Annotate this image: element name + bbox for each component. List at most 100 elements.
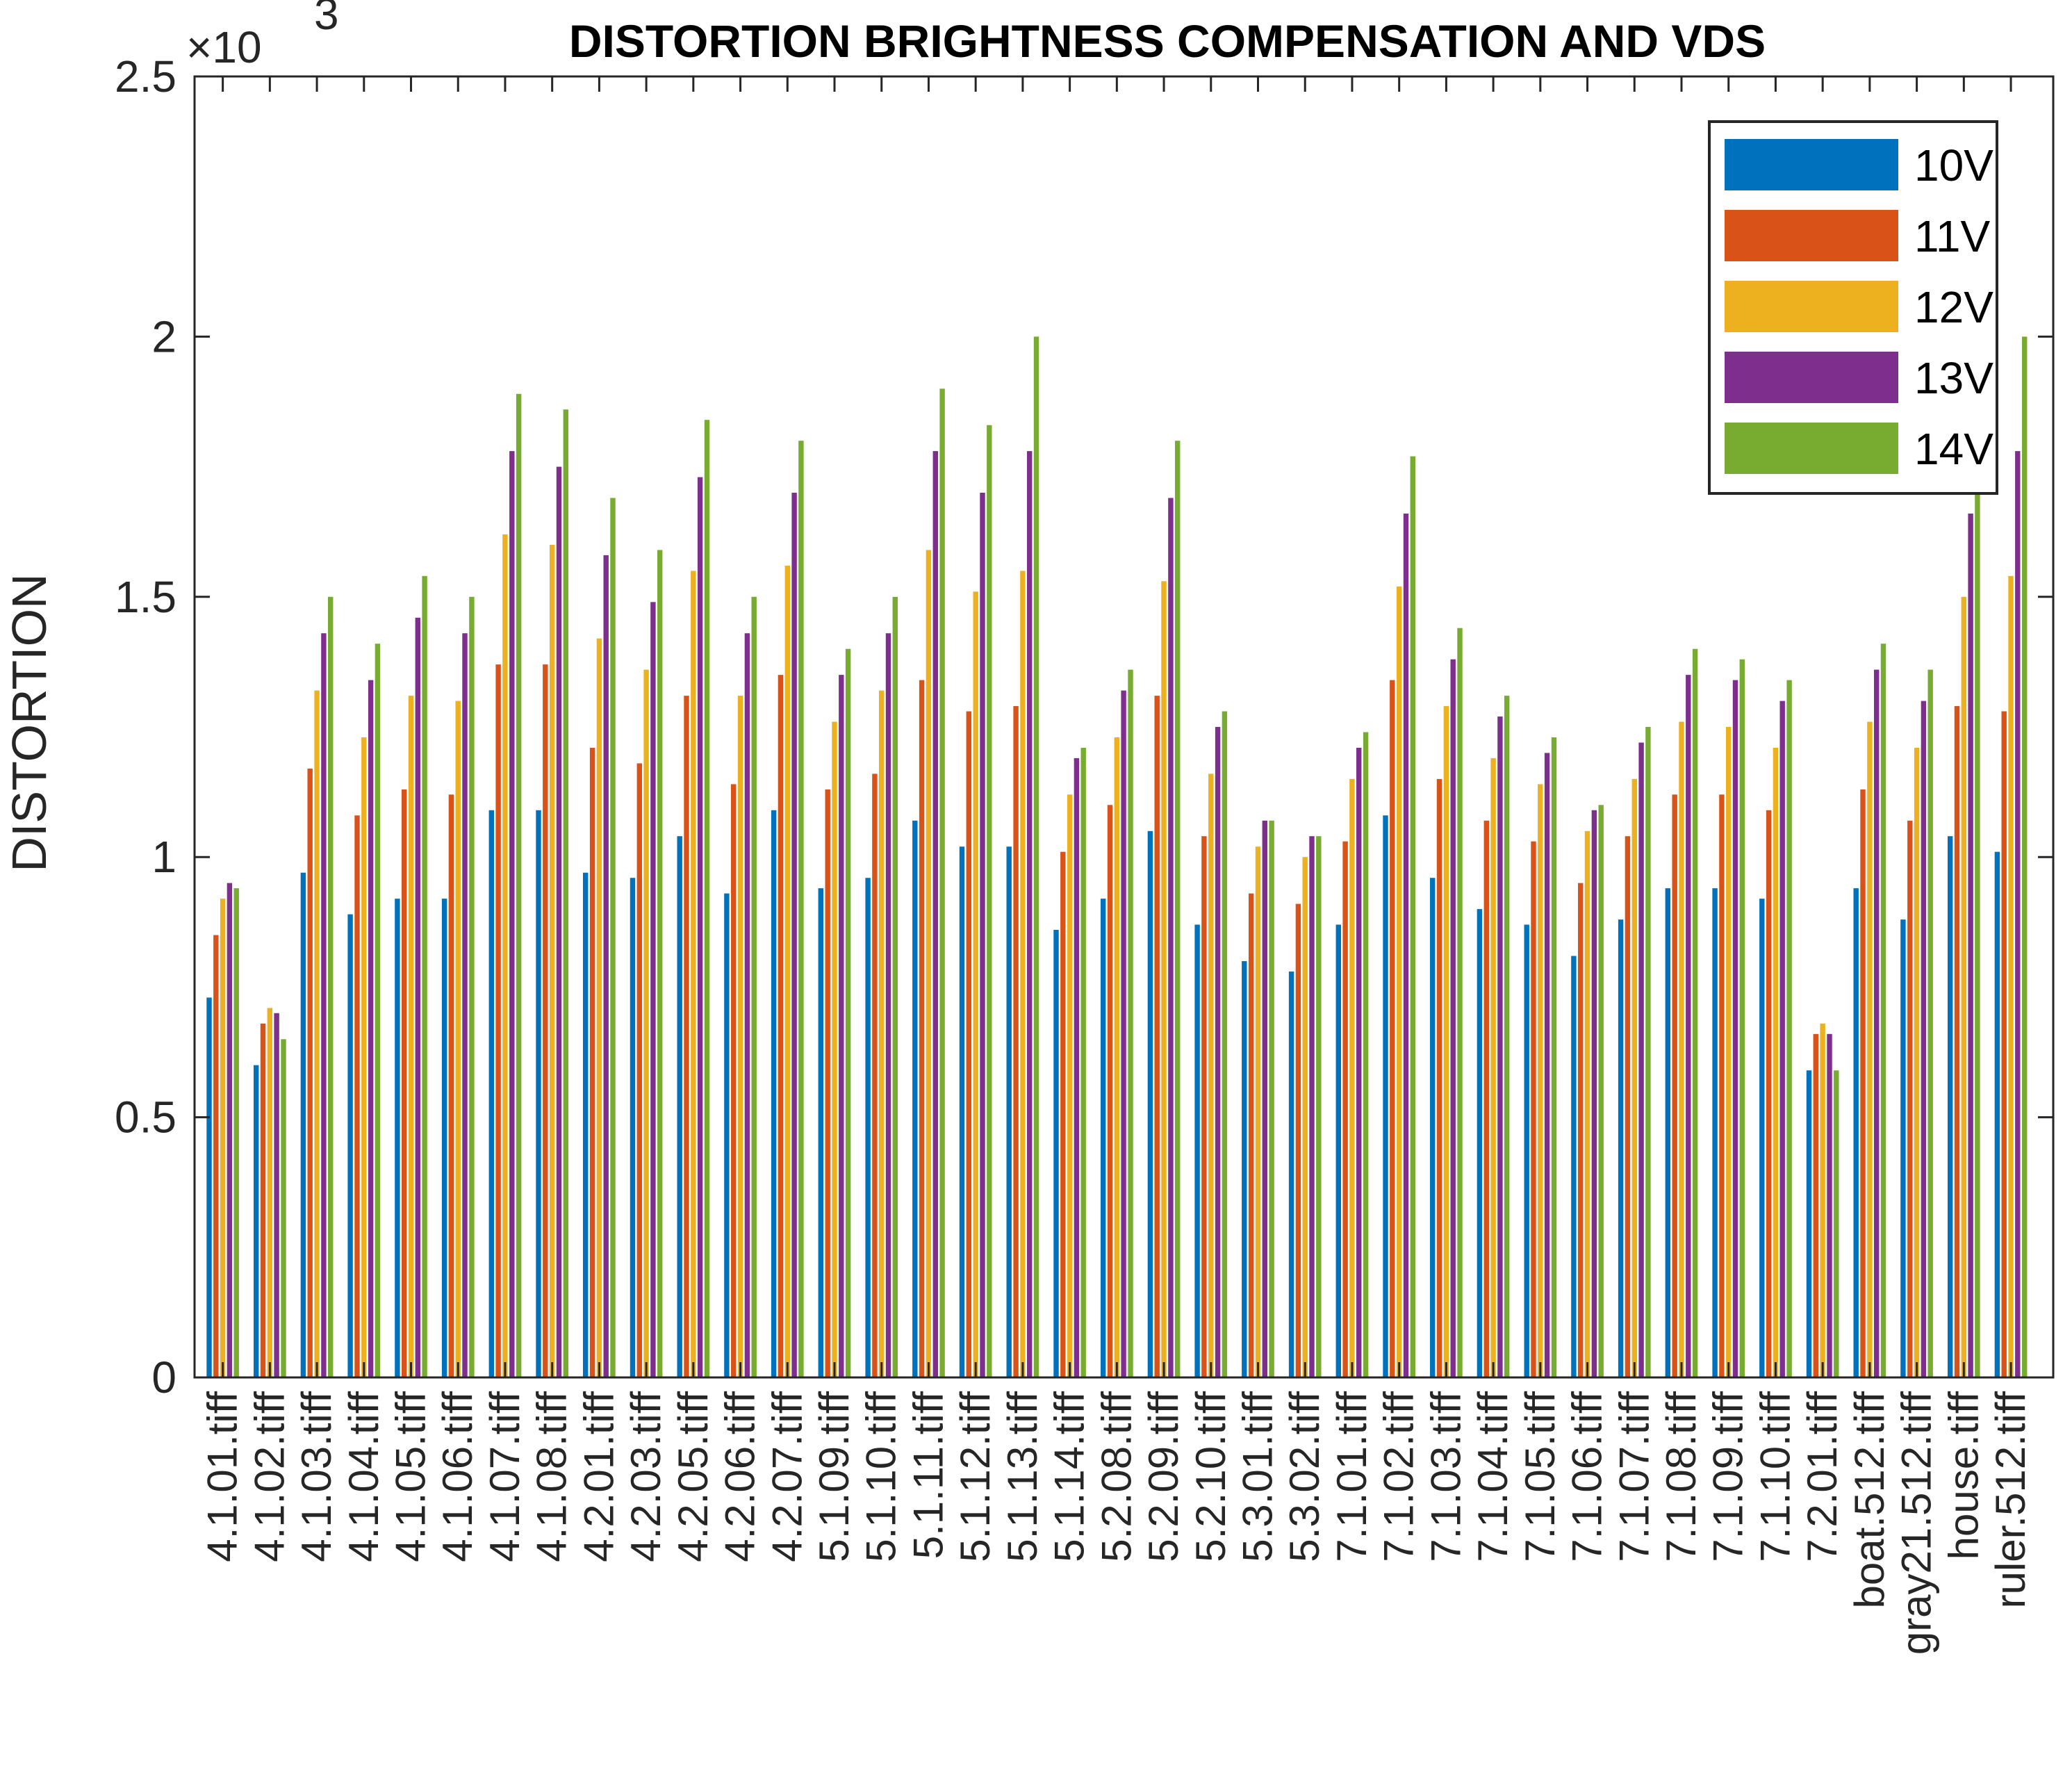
bar-12V-7.1.01.tiff [1349, 778, 1355, 1377]
bar-12V-7.1.06.tiff [1584, 830, 1590, 1377]
x-tick-label: 5.3.01.tiff [1235, 1391, 1281, 1562]
bar-13V-4.2.01.tiff [603, 555, 609, 1377]
bar-10V-4.1.01.tiff [206, 997, 212, 1377]
bar-14V-7.1.04.tiff [1504, 696, 1510, 1377]
bar-10V-4.1.03.tiff [300, 872, 306, 1377]
bar-11V-7.1.01.tiff [1342, 841, 1348, 1377]
bar-12V-7.2.01.tiff [1820, 1023, 1825, 1377]
bars-layer [206, 336, 2028, 1378]
x-tick-label: 4.2.07.tiff [764, 1391, 810, 1562]
bar-10V-4.1.04.tiff [347, 914, 353, 1377]
y-exponent-power: 3 [314, 0, 339, 39]
axes-layer [193, 75, 2055, 1379]
x-tick-label: 7.1.04.tiff [1470, 1391, 1516, 1562]
bar-11V-7.1.03.tiff [1436, 778, 1442, 1377]
bar-10V-7.2.01.tiff [1806, 1070, 1812, 1377]
bar-10V-house.tiff [1948, 836, 1953, 1377]
bar-12V-7.1.07.tiff [1631, 778, 1637, 1377]
bar-14V-4.2.05.tiff [704, 420, 710, 1378]
bar-11V-7.1.04.tiff [1483, 820, 1489, 1377]
bar-12V-7.1.09.tiff [1726, 727, 1732, 1377]
bar-13V-4.2.07.tiff [791, 493, 797, 1377]
bar-12V-5.2.08.tiff [1114, 737, 1119, 1377]
bar-12V-7.1.03.tiff [1443, 706, 1449, 1377]
bar-14V-4.1.08.tiff [563, 409, 568, 1378]
bar-14V-5.1.11.tiff [939, 388, 945, 1377]
bar-13V-4.1.03.tiff [321, 633, 327, 1378]
bar-11V-ruler.512.tiff [2001, 711, 2007, 1377]
bar-12V-4.2.06.tiff [737, 696, 743, 1377]
bar-10V-7.1.03.tiff [1430, 878, 1436, 1377]
bar-11V-4.1.07.tiff [495, 664, 501, 1377]
bar-11V-5.3.01.tiff [1249, 893, 1254, 1377]
bar-14V-4.2.07.tiff [798, 441, 804, 1378]
bar-13V-5.3.01.tiff [1262, 820, 1267, 1377]
bar-10V-4.1.07.tiff [488, 810, 494, 1377]
bar-11V-4.1.02.tiff [260, 1023, 266, 1377]
bar-12V-5.2.09.tiff [1161, 581, 1167, 1377]
x-tick-label: 4.2.06.tiff [717, 1391, 764, 1562]
bar-10V-5.1.13.tiff [1006, 846, 1012, 1377]
bar-14V-5.1.12.tiff [987, 425, 992, 1378]
bar-14V-4.2.06.tiff [751, 596, 757, 1377]
bar-12V-4.1.01.tiff [220, 899, 226, 1377]
bar-14V-5.3.01.tiff [1269, 820, 1274, 1377]
bar-11V-5.1.12.tiff [966, 711, 971, 1377]
bar-14V-7.1.05.tiff [1551, 737, 1557, 1377]
bar-14V-5.2.09.tiff [1175, 441, 1181, 1378]
x-tick-label: 5.1.12.tiff [952, 1391, 998, 1562]
bar-14V-4.1.06.tiff [469, 596, 475, 1377]
legend-items: 10V 11V 12V 13V 14V [1725, 139, 1993, 474]
bar-10V-7.1.01.tiff [1335, 924, 1341, 1377]
bar-13V-7.1.03.tiff [1450, 659, 1456, 1378]
legend-label-14V: 14V [1914, 424, 1993, 474]
bar-13V-4.1.08.tiff [556, 466, 562, 1377]
bar-13V-4.1.04.tiff [368, 680, 374, 1377]
bar-12V-4.2.05.tiff [691, 571, 696, 1377]
x-tick-label: 4.1.02.tiff [246, 1391, 293, 1562]
x-tick-label: 5.1.14.tiff [1046, 1391, 1093, 1562]
bar-11V-7.1.02.tiff [1390, 680, 1395, 1377]
bar-13V-4.1.06.tiff [462, 633, 468, 1378]
bar-13V-4.1.07.tiff [509, 451, 515, 1377]
bar-12V-4.1.04.tiff [361, 737, 367, 1377]
bar-10V-4.2.03.tiff [630, 878, 636, 1377]
bar-10V-ruler.512.tiff [1994, 851, 2000, 1377]
bar-12V-5.3.02.tiff [1302, 857, 1308, 1377]
bar-10V-7.1.06.tiff [1571, 956, 1577, 1377]
bar-13V-5.2.09.tiff [1168, 498, 1174, 1377]
x-tick-label: 7.1.05.tiff [1517, 1391, 1563, 1562]
bar-13V-boat.512.tiff [1874, 669, 1880, 1377]
bar-13V-5.1.09.tiff [839, 675, 844, 1377]
bar-13V-5.1.11.tiff [932, 451, 938, 1377]
x-tick-label: 4.1.06.tiff [434, 1391, 481, 1562]
bar-12V-5.1.14.tiff [1067, 794, 1073, 1377]
legend: 10V 11V 12V 13V 14V [1708, 120, 1998, 495]
bar-11V-5.1.10.tiff [872, 774, 878, 1377]
x-tick-label: 4.2.05.tiff [670, 1391, 716, 1562]
bar-14V-4.1.07.tiff [516, 393, 522, 1377]
bar-12V-5.1.11.tiff [926, 550, 932, 1377]
x-tick-label: 7.1.02.tiff [1376, 1391, 1422, 1562]
bar-11V-7.2.01.tiff [1813, 1033, 1818, 1377]
bar-14V-5.1.10.tiff [892, 596, 898, 1377]
bar-12V-5.1.09.tiff [832, 721, 837, 1377]
bar-10V-7.1.04.tiff [1477, 909, 1483, 1377]
x-tick-label: gray21.512.tiff [1893, 1391, 1940, 1655]
bar-10V-4.1.02.tiff [254, 1065, 259, 1377]
bar-11V-4.1.01.tiff [213, 935, 219, 1377]
bar-13V-4.2.06.tiff [744, 633, 750, 1378]
bar-14V-5.3.02.tiff [1316, 836, 1322, 1377]
bar-12V-4.2.01.tiff [596, 638, 602, 1378]
plot-area-frame [193, 75, 2055, 1379]
bar-10V-5.2.09.tiff [1147, 830, 1153, 1377]
legend-swatch-11V [1725, 210, 1898, 261]
bar-12V-4.1.08.tiff [550, 544, 555, 1377]
bar-11V-5.3.02.tiff [1295, 903, 1301, 1377]
bar-12V-ruler.512.tiff [2008, 575, 2014, 1377]
bar-10V-5.2.08.tiff [1101, 899, 1106, 1377]
y-exponent-label: ×10 [186, 22, 262, 72]
bar-13V-5.1.13.tiff [1027, 451, 1033, 1377]
x-tick-label: 4.1.07.tiff [482, 1391, 528, 1562]
x-tick-label: 7.1.03.tiff [1422, 1391, 1469, 1562]
